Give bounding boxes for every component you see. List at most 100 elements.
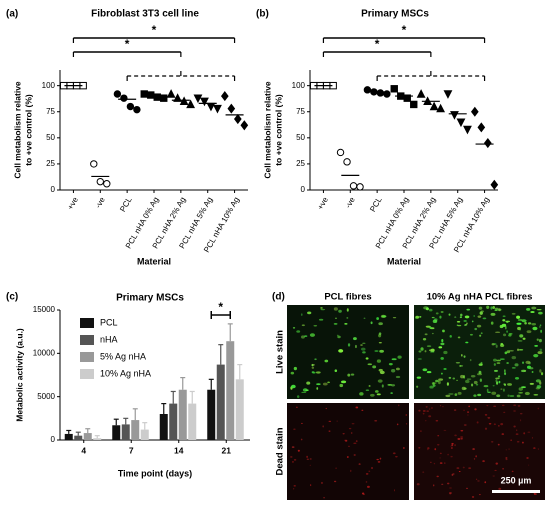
cell: [466, 322, 468, 325]
bar: [188, 403, 197, 440]
column-label: 10% Ag nHA PCL fibres: [427, 292, 533, 303]
cell: [451, 444, 454, 447]
cell: [515, 429, 518, 432]
cell: [503, 411, 506, 413]
cell: [531, 306, 537, 310]
data-point: [173, 93, 183, 102]
cell: [344, 440, 348, 442]
cell: [370, 393, 375, 397]
cell: [310, 484, 312, 487]
cell: [508, 333, 513, 335]
significance-label: *: [402, 23, 407, 37]
row-label: Dead stain: [275, 427, 286, 475]
cell: [521, 386, 526, 389]
cell: [346, 317, 349, 319]
data-point: [120, 94, 128, 102]
y-tick-label: 100: [292, 81, 306, 90]
cell: [531, 371, 534, 373]
cell: [301, 335, 305, 339]
cell: [471, 320, 474, 323]
cell: [315, 371, 321, 374]
cell: [440, 356, 444, 360]
cell: [470, 375, 476, 378]
cell: [482, 317, 487, 320]
cell: [490, 312, 496, 316]
y-tick-label: 0: [301, 185, 306, 194]
cell: [469, 333, 473, 336]
cell: [456, 379, 459, 381]
cell: [304, 335, 308, 337]
panel: (d) PCL fibres 10% Ag nHA PCL fibres Live s…: [272, 292, 545, 500]
cell: [424, 420, 427, 422]
x-tick-label: PCL: [368, 195, 384, 213]
cell: [484, 427, 488, 430]
cell: [336, 334, 339, 336]
cell: [500, 342, 504, 346]
cell: [355, 440, 358, 443]
cell: [493, 423, 496, 426]
panel-label: (b): [256, 9, 269, 20]
cell: [379, 457, 382, 460]
cell: [350, 469, 352, 472]
cell: [415, 317, 418, 319]
cell: [441, 372, 443, 375]
cell: [293, 366, 298, 371]
cell: [454, 316, 457, 318]
cell: [519, 334, 524, 338]
cell: [424, 350, 427, 353]
cell: [458, 471, 461, 473]
data-point: [349, 182, 358, 190]
cell: [535, 387, 541, 390]
cell: [305, 389, 309, 392]
cell: [463, 355, 466, 358]
cell: [381, 315, 387, 318]
cell: [419, 315, 422, 318]
cell: [355, 344, 357, 349]
cell: [503, 333, 507, 337]
cell: [353, 337, 357, 341]
significance-label: *: [152, 23, 157, 37]
cell: [457, 336, 461, 339]
cell: [452, 473, 455, 475]
cell: [532, 326, 538, 331]
cell: [361, 409, 364, 411]
cell: [293, 485, 296, 487]
cell: [342, 433, 345, 435]
cell: [454, 434, 457, 437]
cell: [527, 431, 531, 433]
cell: [460, 437, 463, 440]
panel-label: (c): [6, 292, 18, 303]
bar: [207, 389, 216, 440]
cell: [313, 325, 318, 327]
cell: [508, 349, 514, 352]
data-point: [153, 93, 161, 101]
cell: [306, 455, 309, 458]
cell: [426, 410, 430, 412]
cell: [499, 358, 505, 360]
cell: [487, 391, 491, 393]
cell: [506, 362, 509, 364]
cell: [296, 330, 301, 333]
scale-bar-label: 250 µm: [501, 475, 532, 485]
y-tick-label: 0: [51, 185, 56, 194]
data-point: [456, 118, 466, 128]
cell: [295, 406, 298, 408]
cell: [526, 308, 531, 311]
cell: [325, 407, 327, 410]
cell: [529, 482, 532, 484]
cell: [540, 329, 543, 333]
cell: [462, 466, 465, 469]
legend-label: 10% Ag nHA: [100, 368, 151, 378]
data-point: [227, 103, 236, 114]
cell: [340, 380, 347, 384]
cell: [468, 405, 471, 408]
cell: [359, 392, 364, 396]
cell: [351, 422, 355, 425]
cell: [527, 322, 532, 325]
cell: [502, 315, 506, 318]
cell: [435, 312, 439, 315]
cell: [454, 444, 456, 447]
cell: [296, 395, 300, 399]
y-axis-label: Metabolic activity (a.u.): [14, 328, 24, 422]
bar: [131, 420, 140, 440]
